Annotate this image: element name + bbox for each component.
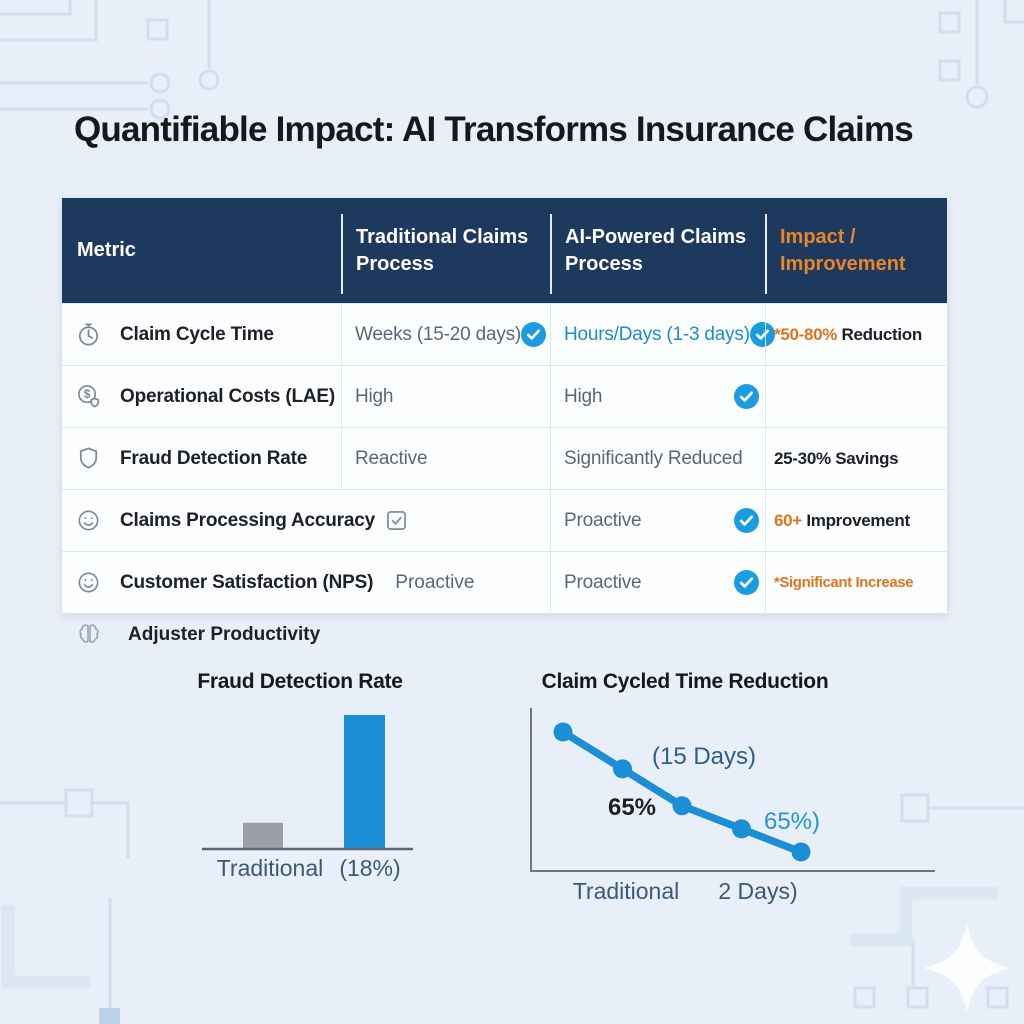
- metric-label: Fraud Detection Rate: [120, 447, 308, 469]
- checkbox-icon: [386, 510, 407, 531]
- traditional-value: Weeks (15-20 days): [355, 323, 522, 345]
- svg-text:Traditional: Traditional: [217, 855, 324, 881]
- adjuster-productivity-row: Adjuster Productivity: [75, 610, 320, 660]
- impact-cell: 25-30% Savings: [765, 428, 947, 489]
- ai-cell: Hours/Days (1-3 days): [550, 304, 775, 365]
- table-row: $ Operational Costs (LAE) High High: [62, 365, 947, 427]
- header-impact: Impact / Improvement: [765, 198, 947, 303]
- metric-label: Operational Costs (LAE): [120, 385, 335, 407]
- svg-text:2 Days): 2 Days): [718, 878, 797, 904]
- line-chart-plot: (15 Days) 65% 65%) Traditional 2 Days): [530, 708, 935, 904]
- svg-text:65%): 65%): [764, 808, 820, 835]
- impact-cell: *Significant Increase: [765, 552, 947, 613]
- fraud-detection-bar-chart: Fraud Detection Rate Traditional (18%): [135, 670, 465, 891]
- table-header-row: Metric Traditional Claims Process AI-Pow…: [62, 198, 947, 303]
- ai-cell: Proactive: [550, 552, 765, 613]
- ai-cell: High: [550, 366, 765, 427]
- ai-value: Proactive: [564, 509, 642, 531]
- svg-text:(18%): (18%): [339, 855, 400, 881]
- check-badge-icon: [734, 508, 759, 533]
- table-row: Customer Satisfaction (NPS) Proactive Pr…: [62, 551, 947, 613]
- comparison-table: Metric Traditional Claims Process AI-Pow…: [62, 198, 947, 614]
- impact-cell: 60+ Improvement: [765, 490, 947, 551]
- traditional-value: Reactive: [355, 447, 428, 469]
- svg-text:65%: 65%: [608, 794, 656, 821]
- header-metric: Metric: [77, 239, 136, 262]
- metric-label: Customer Satisfaction (NPS): [120, 571, 374, 593]
- metric-cell: Claim Cycle Time: [62, 304, 341, 365]
- impact-cell: [765, 366, 947, 427]
- table-body: Claim Cycle Time Weeks (15-20 days) Hour…: [62, 303, 947, 614]
- shield-icon: [75, 445, 102, 472]
- check-badge-icon: [734, 384, 759, 409]
- traditional-cell: [341, 552, 550, 613]
- check-badge-icon: [521, 322, 547, 347]
- metric-label: Claim Cycle Time: [120, 323, 274, 345]
- smiley-icon: [75, 569, 102, 596]
- svg-text:$: $: [84, 389, 91, 401]
- bar-chart-plot: Traditional (18%): [202, 715, 413, 881]
- impact-cell: *50-80% Reduction: [765, 304, 947, 365]
- ai-cell: Proactive: [550, 490, 765, 551]
- traditional-cell: [341, 490, 550, 551]
- smiley-icon: [75, 507, 102, 534]
- header-traditional: Traditional Claims Process: [341, 198, 550, 303]
- table-row: Fraud Detection Rate Reactive Significan…: [62, 427, 947, 489]
- page-title: Quantifiable Impact: AI Transforms Insur…: [74, 110, 914, 149]
- check-badge-icon: [734, 570, 759, 595]
- traditional-value: High: [355, 385, 394, 407]
- ai-value: Hours/Days (1-3 days): [564, 323, 750, 345]
- svg-text:(15 Days): (15 Days): [652, 743, 756, 770]
- impact-value: 25-30% Savings: [774, 448, 899, 468]
- traditional-cell: High: [341, 366, 550, 427]
- impact-highlight: *50-80%: [774, 324, 838, 344]
- metric-cell: Fraud Detection Rate: [62, 428, 341, 489]
- dollar-shield-icon: $: [75, 383, 102, 410]
- ai-value: High: [564, 385, 603, 407]
- ai-cell: Significantly Reduced: [550, 428, 765, 489]
- clock-icon: [75, 321, 102, 348]
- header-ai-powered: AI-Powered Claims Process: [550, 198, 765, 303]
- square-decoration: [99, 1008, 120, 1024]
- metric-cell: Claims Processing Accuracy: [62, 490, 406, 551]
- brain-icon: [75, 621, 103, 649]
- svg-text:Traditional: Traditional: [573, 878, 680, 904]
- impact-value: Reduction: [837, 324, 923, 344]
- claim-cycle-line-chart: Claim Cycled Time Reduction (15 Days) 65%…: [520, 670, 940, 921]
- impact-highlight: 60+: [774, 510, 802, 530]
- metric-cell: $ Operational Costs (LAE): [62, 366, 341, 427]
- ai-value: Significantly Reduced: [564, 447, 743, 469]
- adjuster-productivity-label: Adjuster Productivity: [128, 624, 321, 645]
- metric-note: Proactive: [395, 571, 475, 593]
- impact-value: Improvement: [801, 510, 910, 530]
- traditional-cell: Reactive: [341, 428, 550, 489]
- ai-value: Proactive: [564, 571, 642, 593]
- line-chart-title: Claim Cycled Time Reduction: [541, 670, 829, 693]
- bar-chart-title: Fraud Detection Rate: [197, 670, 403, 693]
- sparkle-icon: [923, 924, 1011, 1012]
- metric-label: Claims Processing Accuracy: [120, 509, 375, 531]
- traditional-cell: Weeks (15-20 days): [341, 304, 550, 365]
- impact-highlight: *Significant Increase: [774, 574, 914, 591]
- table-row: Claims Processing Accuracy Proactive 60+…: [62, 489, 947, 551]
- table-row: Claim Cycle Time Weeks (15-20 days) Hour…: [62, 303, 947, 365]
- metric-cell: Customer Satisfaction (NPS) Proactive: [62, 552, 474, 613]
